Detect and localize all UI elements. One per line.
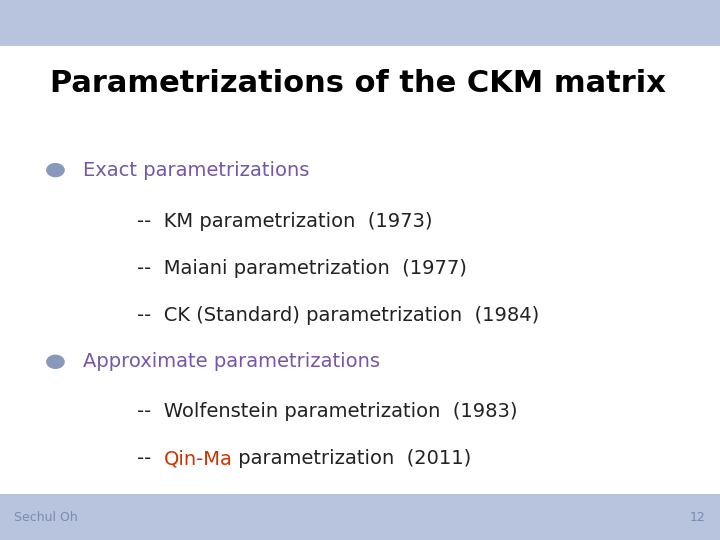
Text: --  KM parametrization  (1973): -- KM parametrization (1973)	[137, 212, 432, 231]
FancyBboxPatch shape	[0, 494, 720, 540]
Text: 12: 12	[690, 510, 706, 524]
Circle shape	[47, 355, 64, 368]
Text: parametrization  (2011): parametrization (2011)	[233, 449, 472, 469]
Text: --  Wolfenstein parametrization  (1983): -- Wolfenstein parametrization (1983)	[137, 402, 517, 421]
Text: Qin-Ma: Qin-Ma	[163, 449, 233, 469]
Text: --  Maiani parametrization  (1977): -- Maiani parametrization (1977)	[137, 259, 467, 278]
Text: Sechul Oh: Sechul Oh	[14, 510, 78, 524]
Text: Exact parametrizations: Exact parametrizations	[83, 160, 309, 180]
Text: Parametrizations of the CKM matrix: Parametrizations of the CKM matrix	[50, 69, 666, 98]
Text: --: --	[137, 449, 163, 469]
Text: Approximate parametrizations: Approximate parametrizations	[83, 352, 380, 372]
Circle shape	[47, 164, 64, 177]
FancyBboxPatch shape	[0, 0, 720, 46]
Text: --  CK (Standard) parametrization  (1984): -- CK (Standard) parametrization (1984)	[137, 306, 539, 326]
